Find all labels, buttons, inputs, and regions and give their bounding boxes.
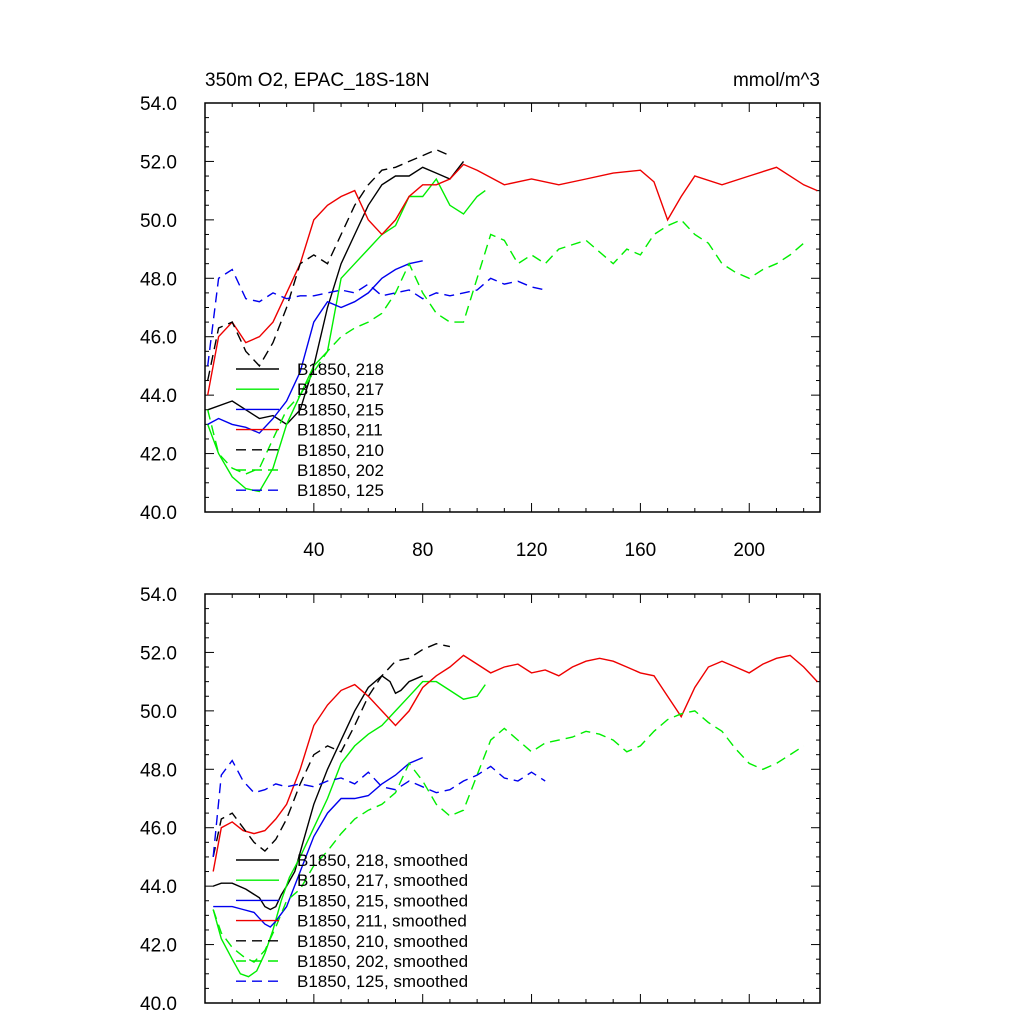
top-panel-title: 350m O2, EPAC_18S-18N: [205, 70, 430, 91]
series-line-3: [212, 654, 818, 872]
legend-label: B1850, 217: [297, 380, 384, 399]
series-line-2: [213, 756, 423, 928]
y-tick-label: 46.0: [140, 819, 177, 840]
legend-label: B1850, 211, smoothed: [297, 912, 467, 931]
y-tick-label: 46.0: [140, 328, 177, 349]
legend-label: B1850, 125: [297, 481, 384, 500]
x-tick-label: 200: [733, 540, 765, 561]
x-tick-label: 160: [625, 540, 657, 561]
legend-label: B1850, 215: [297, 400, 384, 419]
series-line-5: [207, 219, 805, 475]
y-tick-label: 52.0: [140, 643, 177, 664]
y-tick-label: 48.0: [140, 269, 177, 290]
legend-label: B1850, 218: [297, 360, 384, 379]
legend-label: B1850, 210, smoothed: [297, 932, 468, 951]
y-tick-label: 40.0: [140, 503, 177, 524]
y-tick-label: 42.0: [140, 936, 177, 957]
series-line-0: [207, 160, 465, 426]
bottom-series-lines: [212, 642, 818, 978]
top-panel-units: mmol/m^3: [733, 70, 820, 91]
series-line-4: [212, 642, 451, 858]
legend-label: B1850, 210: [297, 441, 384, 460]
y-tick-label: 44.0: [140, 386, 177, 407]
series-line-0: [212, 674, 423, 911]
series-line-4: [207, 148, 451, 381]
series-line-2: [207, 260, 423, 434]
series-line-5: [212, 710, 805, 963]
legend-label: B1850, 202: [297, 461, 384, 480]
bottom-axis-ticks: 40.0 42.0 44.0 46.0 48.0 50.0 52.0 54.0: [140, 585, 820, 1015]
legend-label: B1850, 218, smoothed: [297, 851, 468, 870]
legend-label: B1850, 215, smoothed: [297, 891, 468, 910]
series-line-6: [212, 759, 546, 857]
top-axis-ticks: 40.0 42.0 44.0 46.0 48.0 50.0 52.0 54.0 40 80 120 1…: [140, 94, 820, 561]
y-tick-label: 42.0: [140, 445, 177, 466]
y-tick-label: 48.0: [140, 760, 177, 781]
y-tick-label: 50.0: [140, 702, 177, 723]
legend-label: B1850, 217, smoothed: [297, 871, 468, 890]
legend-label: B1850, 211: [297, 421, 383, 440]
y-tick-label: 54.0: [140, 585, 177, 606]
y-tick-label: 54.0: [140, 94, 177, 115]
x-tick-label: 40: [303, 540, 324, 561]
legend-label: B1850, 125, smoothed: [297, 972, 468, 991]
series-line-6: [207, 268, 546, 366]
y-tick-label: 50.0: [140, 211, 177, 232]
x-tick-label: 80: [412, 540, 433, 561]
legend-label: B1850, 202, smoothed: [297, 952, 468, 971]
y-tick-label: 40.0: [140, 994, 177, 1015]
top-panel: 350m O2, EPAC_18S-18N mmol/m^3 40.042.04…: [140, 70, 821, 561]
bottom-panel: 40.0 42.0 44.0 46.0 48.0 50.0 52.0 54.0 B1850, …: [140, 585, 821, 1015]
x-tick-label: 120: [516, 540, 548, 561]
series-line-1: [212, 680, 486, 978]
y-tick-label: 44.0: [140, 877, 177, 898]
y-tick-label: 52.0: [140, 152, 177, 173]
